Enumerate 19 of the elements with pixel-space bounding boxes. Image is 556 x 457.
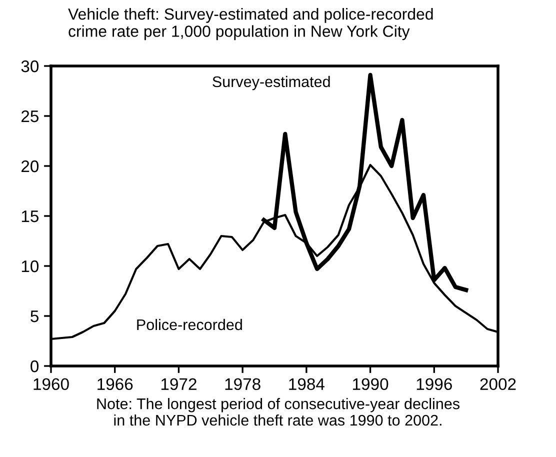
y-tick-label: 20 xyxy=(21,160,39,172)
y-tick-label: 5 xyxy=(30,310,38,322)
x-tick-label: 1984 xyxy=(289,378,324,390)
x-tick-label: 1996 xyxy=(416,378,452,390)
x-tick-label: 2002 xyxy=(480,378,516,390)
x-tick-label: 1972 xyxy=(161,378,196,390)
x-tick-label: 1990 xyxy=(353,378,388,390)
y-tick-label: 25 xyxy=(21,110,38,122)
text: Survey-estimated xyxy=(212,76,330,90)
x-tick-label: 1966 xyxy=(98,378,133,390)
chart-title: Vehicle theft: Survey-estimated and police-recorded crime rate per 1,000 population in New York City xyxy=(68,8,433,40)
x-tick-label: 1978 xyxy=(225,378,260,390)
y-tick-label: 10 xyxy=(22,260,39,272)
y-tick-label: 0 xyxy=(30,360,39,372)
x-tick-label: 1960 xyxy=(34,378,69,390)
series-label: Police-recorded xyxy=(137,318,242,330)
text: Note: The longest period of consecutive-year declines in the NYPD vehicle theft rate was 1990 to 2002. xyxy=(97,398,460,426)
y-tick-label: 30 xyxy=(21,60,39,72)
y-tick-label: 15 xyxy=(22,210,38,222)
